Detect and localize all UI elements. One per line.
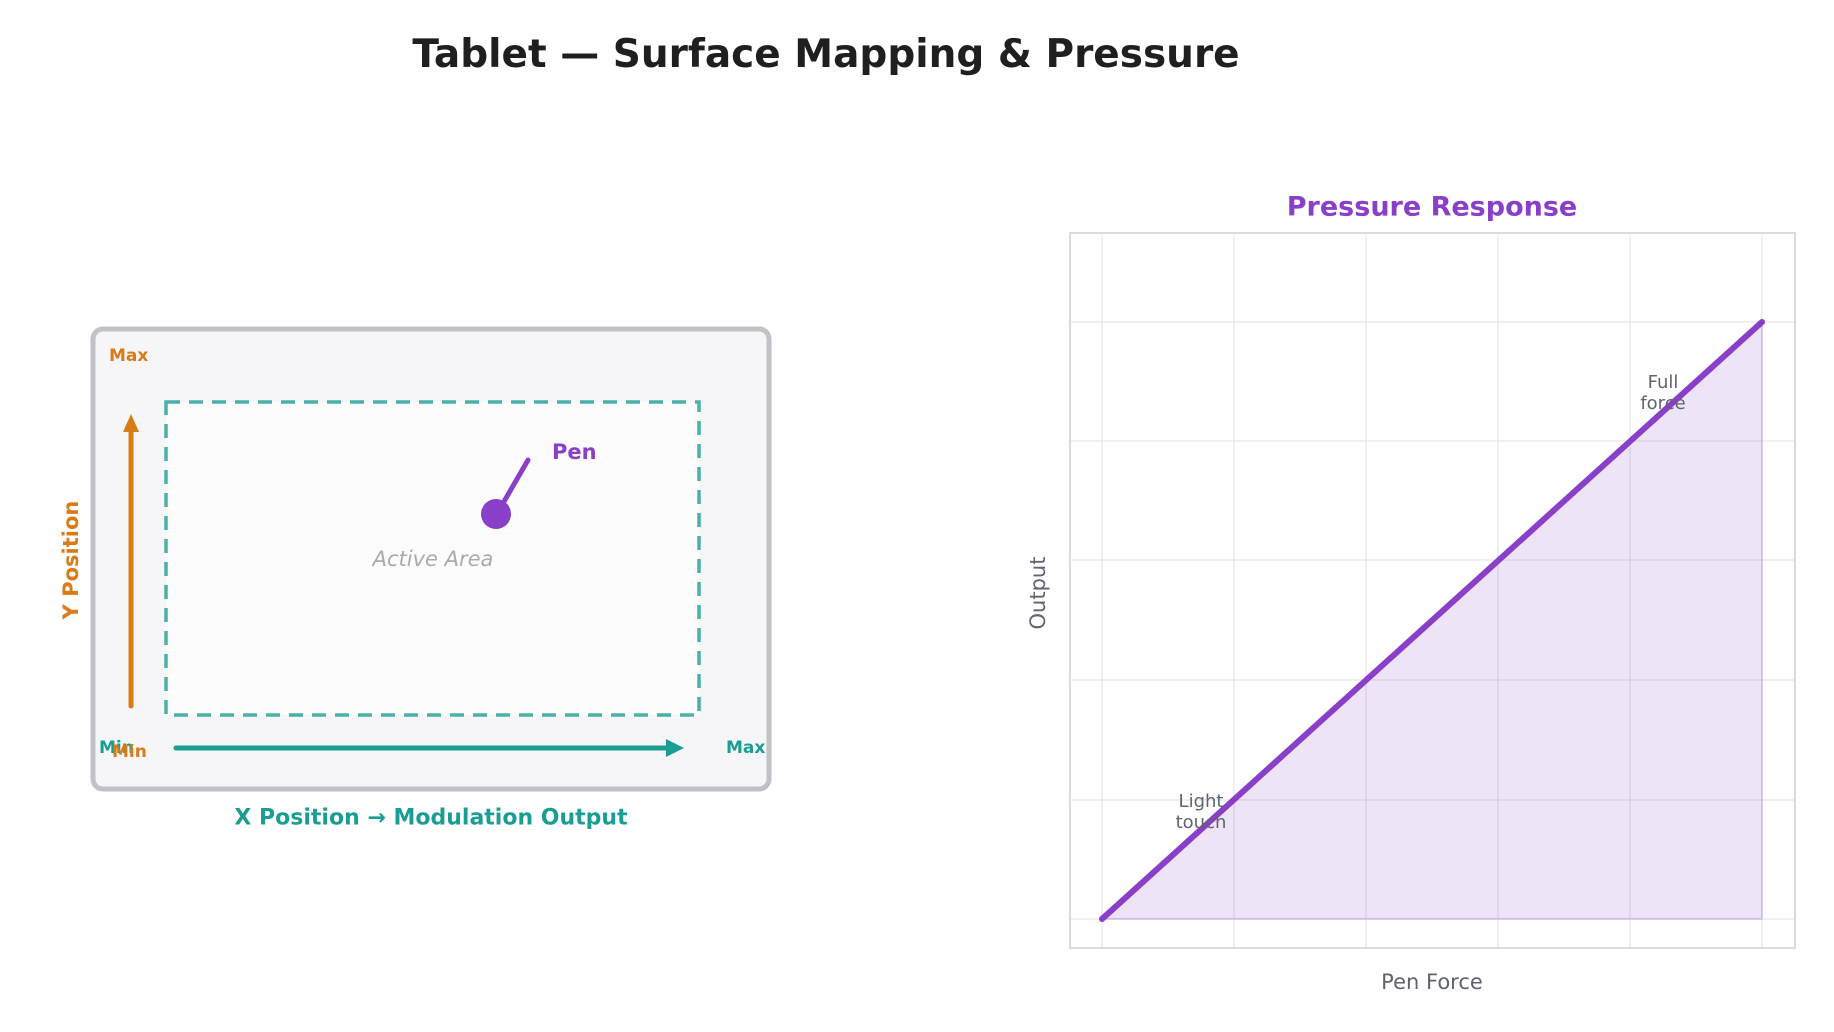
chart-x-axis-label: Pen Force <box>1381 970 1483 994</box>
pen-label: Pen <box>552 440 597 464</box>
y-max-label: Max <box>109 346 149 366</box>
y-axis-label: Y Position <box>59 500 83 620</box>
annotation-light-touch-line2: touch <box>1175 812 1227 833</box>
chart-plot-area <box>1069 232 1796 949</box>
x-axis-arrowhead-icon <box>666 739 684 757</box>
chart-y-axis-label: Output <box>1026 556 1050 630</box>
page-title: Tablet — Surface Mapping & Pressure <box>412 32 1240 77</box>
active-area-label: Active Area <box>372 547 494 571</box>
x-max-label: Max <box>726 738 766 758</box>
x-min-label: Min <box>99 738 134 758</box>
annotation-light-touch-line1: Light <box>1178 791 1224 812</box>
annotation-full-force-line1: Full <box>1647 372 1679 393</box>
annotation-full-force-line2: force <box>1640 393 1686 414</box>
y-min-label: Min <box>112 742 147 762</box>
y-axis-arrowhead-icon <box>123 414 139 432</box>
pen-contact-dot <box>481 499 511 529</box>
pressure-curve-line <box>1099 319 1765 922</box>
annotation-light-touch: Light touch <box>1176 791 1227 833</box>
x-axis-label: X Position → Modulation Output <box>234 805 628 831</box>
chart-title: Pressure Response <box>1286 191 1578 223</box>
annotation-full-force: Full force <box>1640 372 1685 414</box>
chart-gridlines <box>1071 234 1794 947</box>
pressure-chart <box>1069 232 1796 949</box>
tablet-surface-panel <box>90 326 772 792</box>
active-area-rect <box>164 400 701 717</box>
